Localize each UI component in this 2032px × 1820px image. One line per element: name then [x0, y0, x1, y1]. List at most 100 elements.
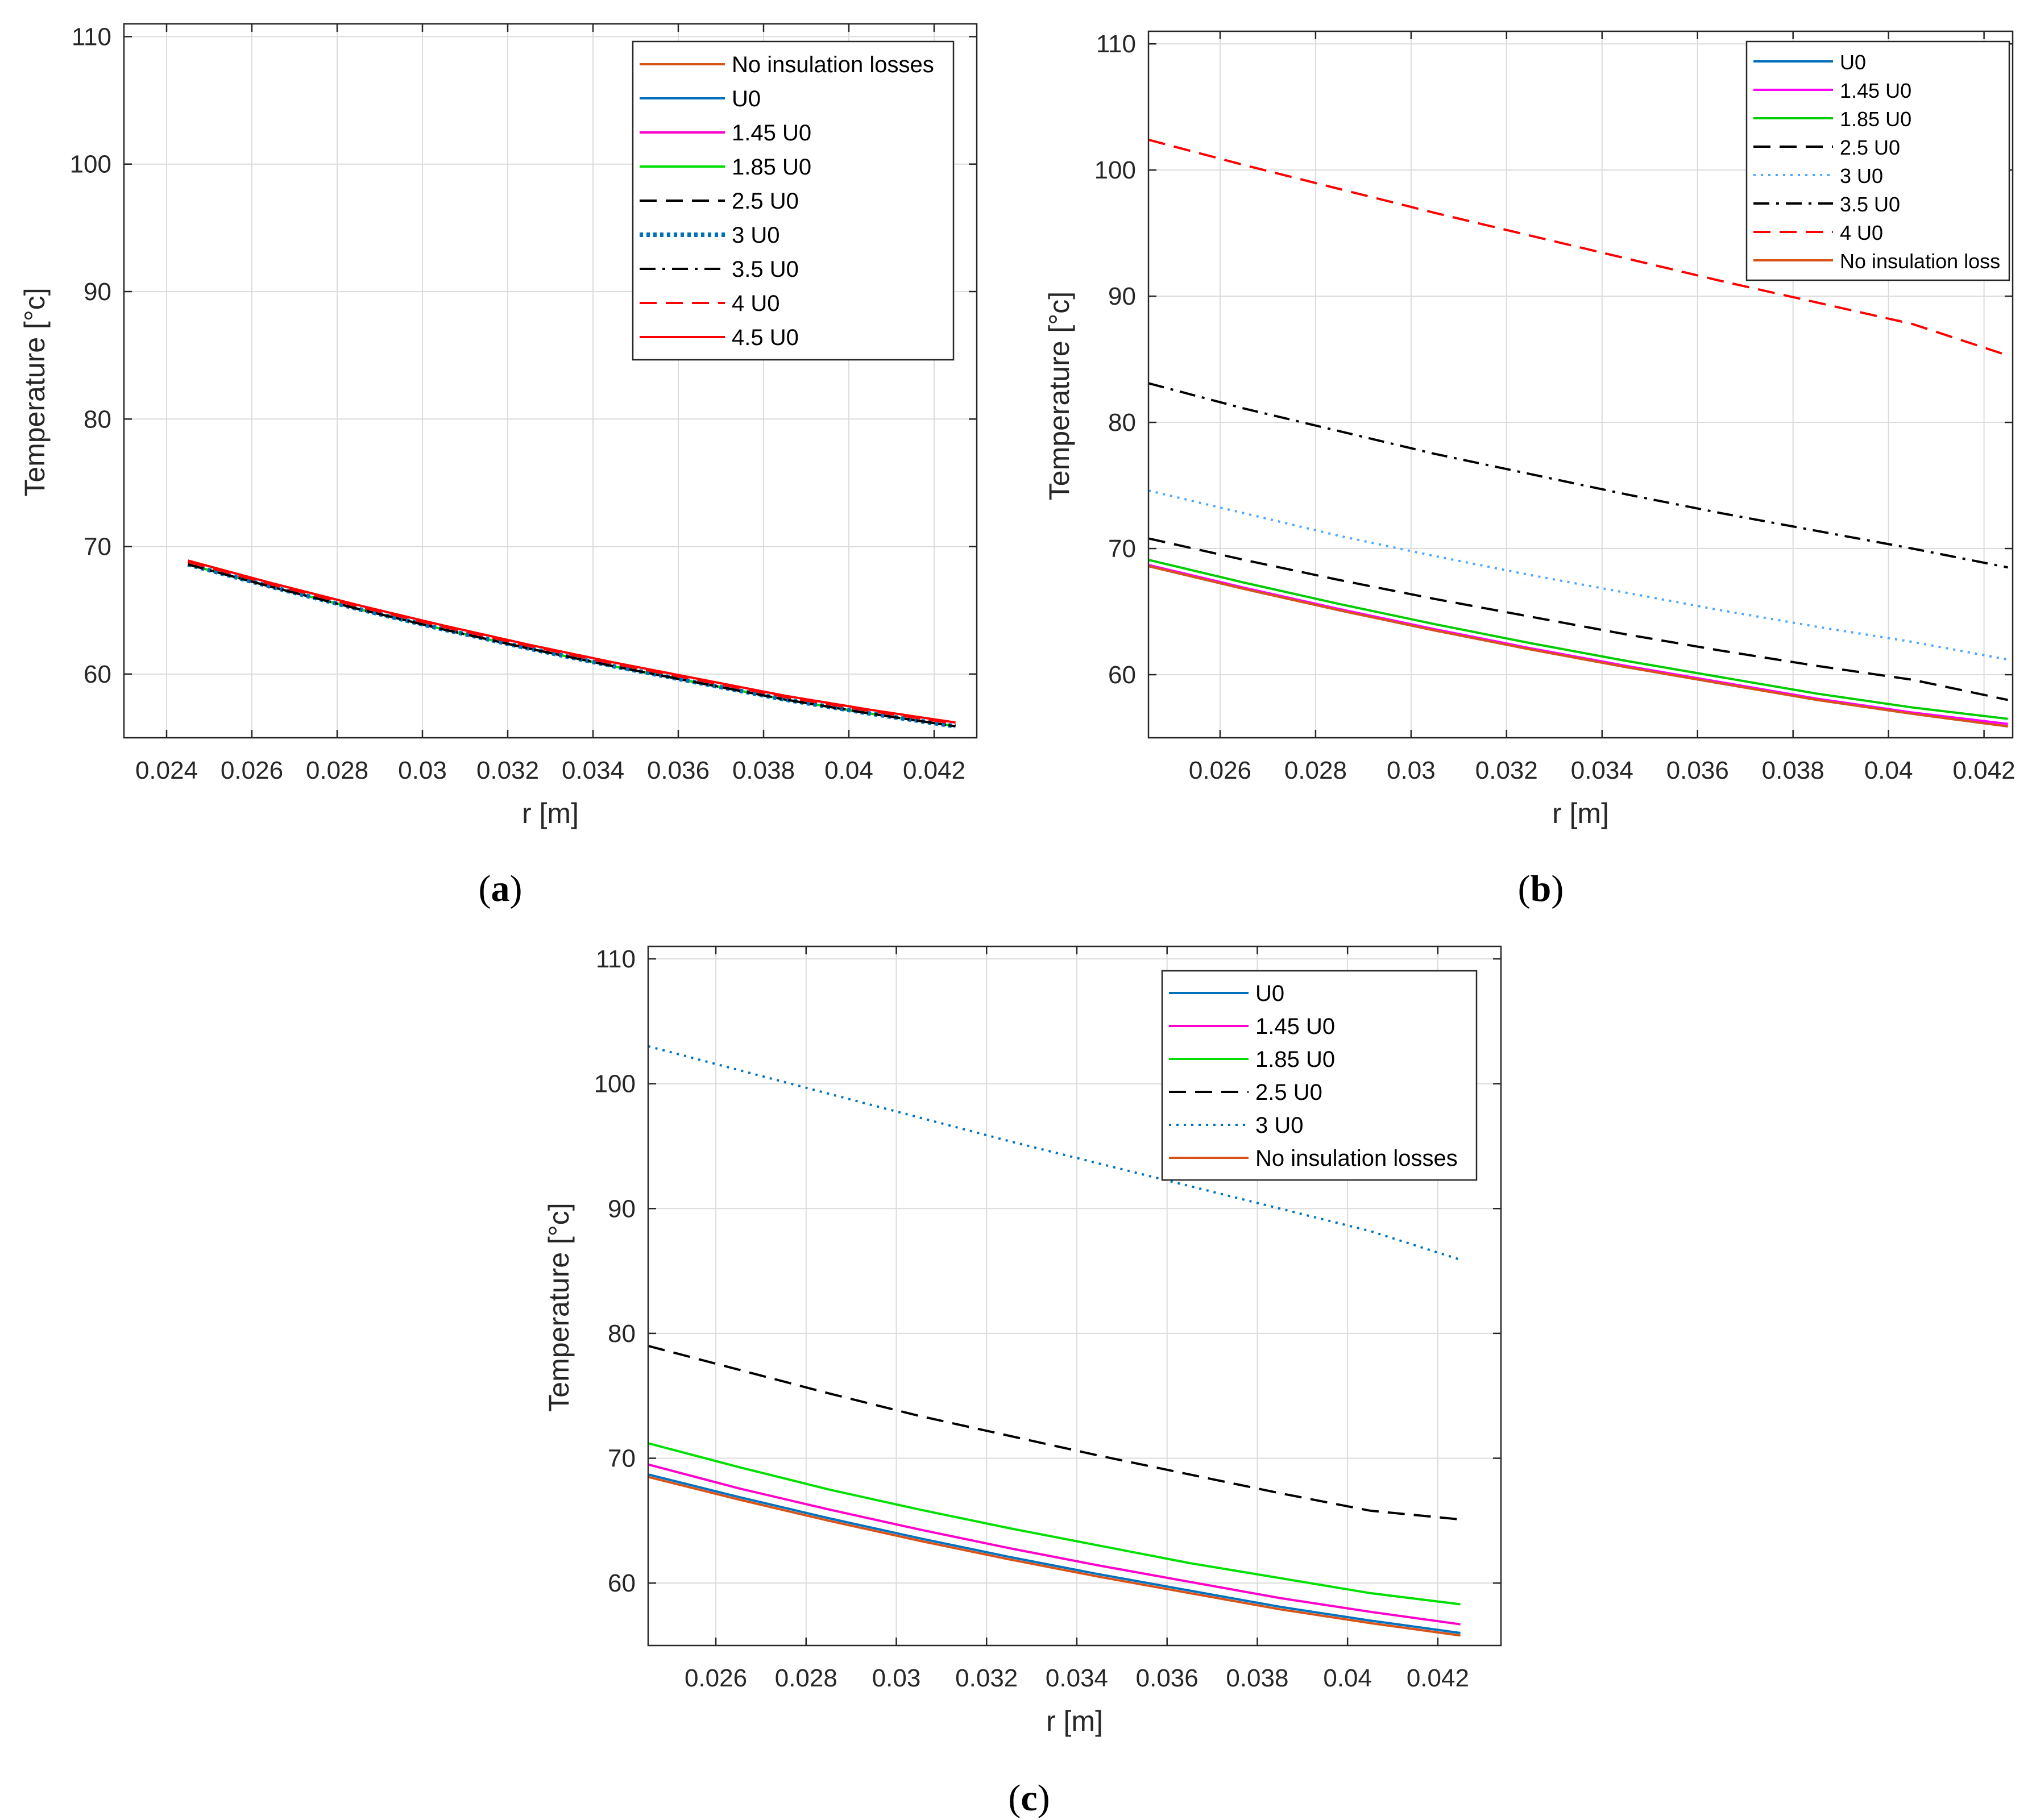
- series-line-1-85-u0: [648, 1442, 1461, 1606]
- y-tick-label: 80: [84, 405, 111, 433]
- x-tick-label: 0.03: [1387, 757, 1436, 784]
- series-line-1-85-u0: [1148, 559, 2008, 720]
- x-axis-label: r [m]: [1552, 797, 1609, 829]
- y-axis-label: Temperature [°c]: [543, 1203, 575, 1411]
- y-tick-label: 100: [70, 151, 111, 178]
- panel-label-b: (b): [1518, 868, 1564, 909]
- legend-label: U0: [1255, 981, 1284, 1006]
- x-tick-label: 0.036: [1666, 757, 1729, 784]
- series-line-u0: [648, 1473, 1461, 1634]
- panel-label-c: (c): [1008, 1777, 1050, 1819]
- legend-label: 1.85 U0: [1840, 107, 1911, 131]
- legend-label: 1.85 U0: [732, 155, 811, 180]
- y-tick-label: 90: [84, 278, 111, 306]
- x-tick-label: 0.028: [1284, 757, 1347, 784]
- legend-label: 4 U0: [732, 291, 780, 316]
- legend-label: 1.45 U0: [732, 120, 811, 146]
- y-tick-label: 110: [596, 945, 636, 973]
- x-tick-label: 0.036: [647, 757, 710, 784]
- x-tick-label: 0.042: [903, 757, 965, 784]
- y-tick-label: 100: [1094, 156, 1136, 184]
- series-line-1-45-u0: [648, 1463, 1461, 1626]
- series-line-4-u0: [1148, 138, 2009, 357]
- y-tick-label: 90: [608, 1195, 636, 1223]
- y-tick-label: 70: [1108, 535, 1136, 563]
- legend-label: No insulation loss: [1840, 250, 2000, 273]
- y-tick-label: 100: [594, 1070, 636, 1098]
- y-tick-label: 70: [84, 533, 111, 561]
- y-tick-label: 80: [608, 1320, 636, 1348]
- legend-label: 2.5 U0: [732, 189, 799, 214]
- chart-panel-b: 0.026 0.028 0.03 0.032 0.034 0.036 0.038 0.04 0.…: [1043, 30, 2016, 829]
- legend-label: 3 U0: [1255, 1113, 1304, 1138]
- y-tick-label: 110: [72, 23, 111, 51]
- x-tick-label: 0.036: [1136, 1664, 1199, 1692]
- chart-panel-c: 0.026 0.028 0.03 0.032 0.034 0.036 0.038 0.04 0.…: [543, 945, 1502, 1737]
- legend-label: 2.5 U0: [1840, 136, 1900, 159]
- legend: U0 1.45 U0 1.85 U0 2.5 U0 3 U0 3.5 U0 4 U0 No i…: [1745, 40, 2010, 281]
- x-tick-label: 0.024: [135, 757, 198, 784]
- legend-label: No insulation losses: [1255, 1146, 1458, 1171]
- series-line-3-5-u0: [187, 563, 956, 728]
- x-tick-label: 0.034: [562, 757, 624, 784]
- y-axis-label: Temperature [°c]: [19, 288, 51, 496]
- axes-box: [1147, 30, 2014, 739]
- legend: No insulation losses U0 1.45 U0 1.85 U0 2.5 …: [632, 40, 955, 361]
- x-tick-label: 0.038: [1762, 757, 1824, 784]
- y-tick-label: 70: [608, 1445, 636, 1473]
- x-tick-label: 0.034: [1046, 1664, 1108, 1692]
- axes-box: [647, 945, 1502, 1647]
- series-line-4-5-u0: [187, 559, 956, 724]
- axes-box: [123, 23, 978, 739]
- series-line-4-u0: [187, 560, 956, 725]
- series-line-1-45-u0: [1148, 563, 2008, 725]
- legend-label: 1.45 U0: [1840, 79, 1911, 102]
- x-tick-label: 0.032: [955, 1664, 1018, 1692]
- legend: U0 1.45 U0 1.85 U0 2.5 U0 3 U0 No insulation …: [1161, 970, 1478, 1181]
- panel-label-a: (a): [479, 868, 522, 909]
- series-line-no-insulation-loss: [1148, 565, 2008, 728]
- x-tick-label: 0.026: [221, 757, 283, 784]
- x-tick-label: 0.03: [398, 757, 447, 784]
- x-tick-label: 0.034: [1571, 757, 1633, 784]
- x-tick-label: 0.042: [1953, 757, 2016, 784]
- series-line-2-5-u0: [1148, 537, 2009, 701]
- legend-box: [632, 40, 955, 361]
- x-tick-label: 0.04: [1864, 757, 1913, 784]
- x-tick-label: 0.04: [824, 757, 873, 784]
- legend-box: [1161, 970, 1478, 1181]
- legend-label: 1.45 U0: [1255, 1014, 1335, 1039]
- legend-label: No insulation losses: [732, 52, 934, 77]
- legend-label: 3.5 U0: [1840, 193, 1900, 216]
- series-line-2-5-u0: [648, 1344, 1461, 1521]
- x-tick-label: 0.04: [1323, 1664, 1372, 1692]
- x-tick-label: 0.032: [1475, 757, 1538, 784]
- x-tick-label: 0.028: [306, 757, 368, 784]
- series-line-no-insulation-losses: [648, 1476, 1461, 1637]
- x-axis-label: r [m]: [1046, 1705, 1103, 1737]
- y-tick-label: 80: [1108, 409, 1136, 437]
- x-tick-label: 0.032: [476, 757, 539, 784]
- x-axis-label: r [m]: [522, 797, 579, 829]
- chart-panel-a: 0.024 0.026 0.028 0.03 0.032 0.034 0.036 0.038 0…: [19, 23, 978, 829]
- x-tick-label: 0.038: [1226, 1664, 1288, 1692]
- legend-label: 1.85 U0: [1255, 1047, 1335, 1072]
- legend-label: 4 U0: [1840, 221, 1883, 244]
- y-tick-label: 90: [1108, 282, 1136, 310]
- x-tick-label: 0.026: [685, 1664, 747, 1692]
- y-tick-label: 110: [1096, 30, 1136, 58]
- x-tick-label: 0.028: [775, 1664, 837, 1692]
- y-tick-label: 60: [1108, 661, 1136, 689]
- y-tick-label: 60: [84, 660, 111, 688]
- legend-box: [1745, 40, 2010, 281]
- legend-label: 3 U0: [732, 223, 780, 248]
- legend-label: 4.5 U0: [732, 325, 799, 350]
- y-axis-label: Temperature [°c]: [1043, 292, 1075, 500]
- x-tick-label: 0.026: [1189, 757, 1251, 784]
- x-tick-label: 0.042: [1407, 1664, 1469, 1692]
- legend-label: 3 U0: [1840, 164, 1883, 188]
- legend-label: U0: [732, 86, 761, 111]
- legend-label: 2.5 U0: [1255, 1080, 1322, 1105]
- x-tick-label: 0.03: [872, 1664, 921, 1692]
